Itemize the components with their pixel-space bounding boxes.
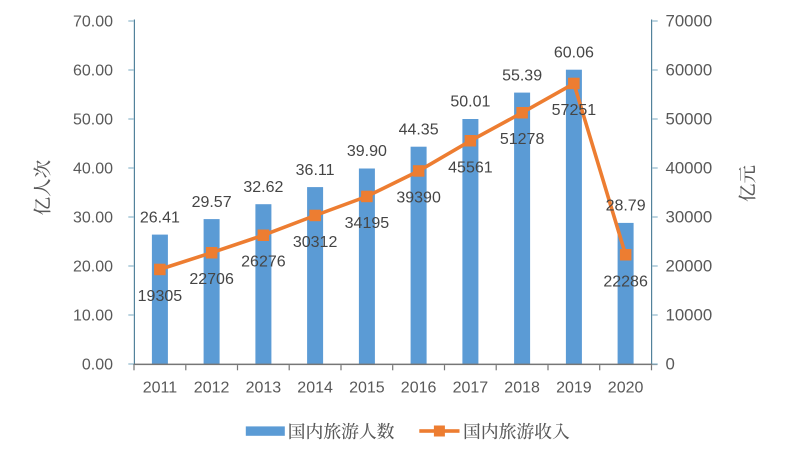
svg-text:51278: 51278: [500, 131, 545, 148]
svg-text:60.00: 60.00: [73, 63, 113, 80]
svg-text:57251: 57251: [552, 102, 597, 119]
svg-text:39.90: 39.90: [347, 143, 387, 160]
svg-text:2011: 2011: [143, 380, 178, 397]
svg-text:50000: 50000: [666, 110, 713, 129]
svg-text:26.41: 26.41: [140, 209, 180, 226]
svg-text:30312: 30312: [293, 234, 338, 251]
svg-text:2015: 2015: [349, 380, 385, 397]
svg-text:22706: 22706: [189, 271, 234, 288]
svg-text:0: 0: [666, 355, 675, 374]
svg-text:44.35: 44.35: [399, 121, 439, 138]
svg-text:28.79: 28.79: [606, 198, 646, 215]
svg-text:10000: 10000: [666, 306, 713, 325]
svg-text:32.62: 32.62: [243, 179, 283, 196]
svg-text:55.39: 55.39: [502, 67, 542, 84]
svg-text:34195: 34195: [345, 215, 390, 232]
svg-text:22286: 22286: [603, 273, 648, 290]
svg-text:2014: 2014: [297, 380, 333, 397]
svg-text:50.00: 50.00: [73, 112, 113, 129]
svg-text:26276: 26276: [241, 254, 286, 271]
svg-text:2013: 2013: [246, 380, 282, 397]
svg-text:19305: 19305: [138, 288, 183, 305]
svg-text:2016: 2016: [401, 380, 437, 397]
svg-text:29.57: 29.57: [192, 194, 232, 211]
svg-text:20.00: 20.00: [73, 259, 113, 276]
svg-text:10.00: 10.00: [73, 308, 113, 325]
svg-text:30.00: 30.00: [73, 210, 113, 227]
svg-text:0.00: 0.00: [82, 357, 113, 374]
svg-text:70000: 70000: [666, 12, 713, 31]
svg-text:2012: 2012: [194, 380, 230, 397]
svg-text:39390: 39390: [396, 190, 441, 207]
svg-text:50.01: 50.01: [450, 94, 490, 111]
svg-text:60.06: 60.06: [554, 44, 594, 61]
svg-text:2020: 2020: [608, 380, 644, 397]
svg-text:40.00: 40.00: [73, 161, 113, 178]
svg-text:30000: 30000: [666, 208, 713, 227]
svg-text:40000: 40000: [666, 159, 713, 178]
svg-text:20000: 20000: [666, 257, 713, 276]
svg-text:70.00: 70.00: [73, 14, 113, 31]
svg-text:45561: 45561: [448, 159, 493, 176]
svg-text:60000: 60000: [666, 61, 713, 80]
svg-text:2017: 2017: [453, 380, 489, 397]
svg-text:2018: 2018: [504, 380, 540, 397]
svg-text:36.11: 36.11: [296, 162, 335, 179]
svg-text:2019: 2019: [556, 380, 592, 397]
